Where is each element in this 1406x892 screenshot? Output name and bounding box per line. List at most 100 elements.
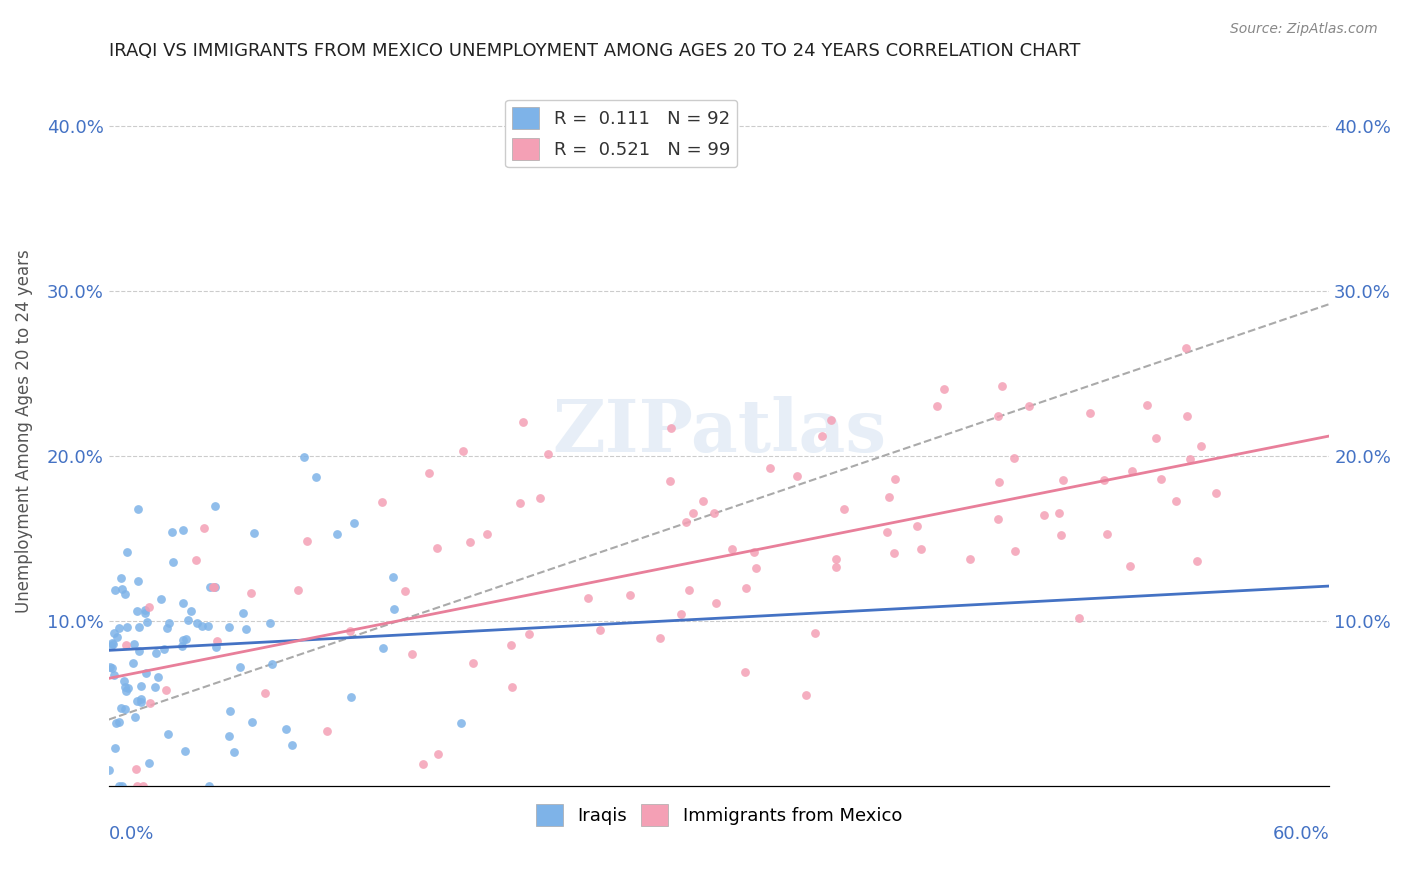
Point <box>987 409 1010 423</box>
Point <box>108 779 131 793</box>
Point <box>509 496 531 510</box>
Point <box>134 603 156 617</box>
Point <box>115 638 138 652</box>
Point <box>239 586 262 600</box>
Point <box>110 701 132 715</box>
Point <box>138 600 160 615</box>
Point <box>1052 473 1074 487</box>
Point <box>1002 450 1025 465</box>
Point <box>1164 494 1187 508</box>
Point <box>127 501 149 516</box>
Point <box>276 723 298 737</box>
Point <box>143 680 166 694</box>
Point <box>1180 452 1202 467</box>
Point <box>98 659 121 673</box>
Point <box>1174 341 1197 355</box>
Point <box>125 779 148 793</box>
Point <box>1033 508 1056 522</box>
Point <box>259 616 281 631</box>
Point <box>825 559 848 574</box>
Point <box>1050 528 1073 542</box>
Point <box>117 681 139 695</box>
Point <box>202 581 225 595</box>
Y-axis label: Unemployment Among Ages 20 to 24 years: Unemployment Among Ages 20 to 24 years <box>15 249 32 613</box>
Point <box>100 639 122 653</box>
Point <box>1067 611 1090 625</box>
Point <box>1004 544 1026 558</box>
Point <box>1144 431 1167 445</box>
Point <box>910 542 932 557</box>
Point <box>149 591 172 606</box>
Point <box>207 634 229 648</box>
Point <box>138 756 160 771</box>
Point <box>744 560 766 574</box>
Point <box>186 553 208 567</box>
Point <box>619 588 641 602</box>
Point <box>204 640 226 655</box>
Point <box>517 626 540 640</box>
Point <box>148 670 170 684</box>
Point <box>129 679 152 693</box>
Point <box>219 705 242 719</box>
Point <box>412 757 434 772</box>
Point <box>229 660 252 674</box>
Point <box>589 623 612 637</box>
Point <box>218 620 240 634</box>
Point <box>295 533 318 548</box>
Point <box>193 521 215 535</box>
Point <box>108 715 131 730</box>
Point <box>1150 472 1173 486</box>
Point <box>254 686 277 700</box>
Point <box>103 668 125 682</box>
Point <box>101 636 124 650</box>
Point <box>1047 506 1070 520</box>
Point <box>658 474 681 488</box>
Point <box>501 680 523 694</box>
Point <box>804 626 827 640</box>
Point <box>669 607 692 622</box>
Point <box>458 535 481 549</box>
Point <box>576 591 599 606</box>
Point <box>834 501 856 516</box>
Text: ZIPatlas: ZIPatlas <box>553 395 886 467</box>
Point <box>883 546 905 560</box>
Point <box>162 555 184 569</box>
Point <box>115 684 138 698</box>
Point <box>1175 409 1198 424</box>
Point <box>124 637 146 651</box>
Point <box>876 524 898 539</box>
Point <box>240 714 263 729</box>
Point <box>988 475 1011 490</box>
Point <box>418 466 440 480</box>
Point <box>232 607 254 621</box>
Point <box>1095 527 1118 541</box>
Point <box>105 716 128 731</box>
Point <box>125 604 148 618</box>
Point <box>932 382 955 396</box>
Point <box>512 415 534 429</box>
Point <box>678 582 700 597</box>
Point <box>204 500 226 514</box>
Point <box>1119 559 1142 574</box>
Point <box>262 657 284 671</box>
Point <box>114 587 136 601</box>
Point <box>114 702 136 716</box>
Point <box>648 631 671 645</box>
Point <box>114 680 136 694</box>
Point <box>111 779 134 793</box>
Point <box>703 506 725 520</box>
Point <box>125 694 148 708</box>
Point <box>735 581 758 595</box>
Point <box>155 682 177 697</box>
Point <box>1205 486 1227 500</box>
Point <box>426 541 449 555</box>
Point <box>139 696 162 710</box>
Point <box>427 747 450 761</box>
Point <box>720 542 742 557</box>
Point <box>339 624 361 638</box>
Point <box>529 491 551 505</box>
Point <box>202 580 225 594</box>
Point <box>162 524 184 539</box>
Point <box>682 506 704 520</box>
Text: 0.0%: 0.0% <box>108 824 155 843</box>
